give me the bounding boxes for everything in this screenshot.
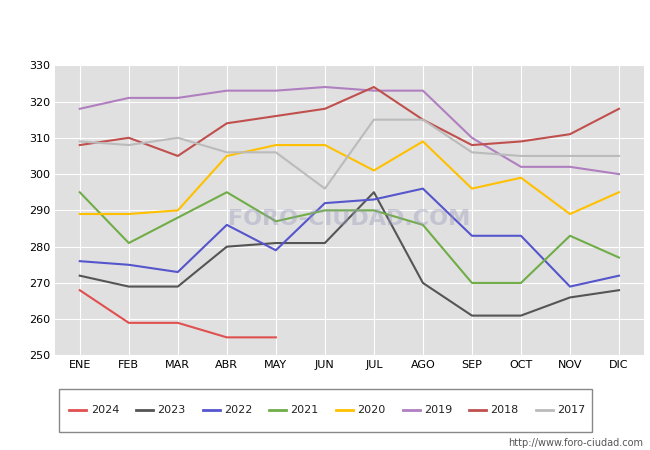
- Text: http://www.foro-ciudad.com: http://www.foro-ciudad.com: [508, 438, 644, 448]
- Text: Afiliados en Cordobilla de Lácara a 31/5/2024: Afiliados en Cordobilla de Lácara a 31/5…: [127, 21, 523, 40]
- Text: 2018: 2018: [491, 405, 519, 415]
- Text: 2021: 2021: [291, 405, 319, 415]
- Text: FORO-CIUDAD.COM: FORO-CIUDAD.COM: [228, 209, 471, 229]
- Text: 2022: 2022: [224, 405, 252, 415]
- Text: 2019: 2019: [424, 405, 452, 415]
- Text: 2023: 2023: [157, 405, 186, 415]
- Text: 2020: 2020: [358, 405, 385, 415]
- Text: 2024: 2024: [91, 405, 119, 415]
- Text: 2017: 2017: [557, 405, 586, 415]
